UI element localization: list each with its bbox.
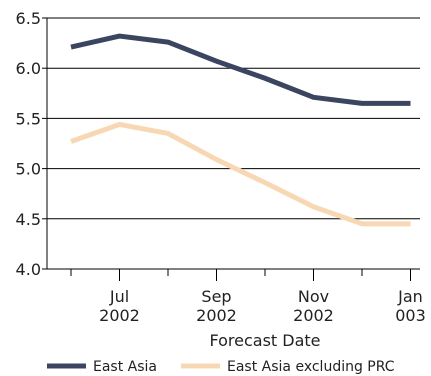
legend-label: East Asia excluding PRC — [227, 359, 395, 375]
y-tick-label: 5.5 — [16, 109, 41, 128]
series-line-1 — [70, 33, 411, 106]
x-tick-label-month: Nov — [298, 287, 329, 306]
x-axis-title: Forecast Date — [209, 331, 320, 350]
x-tick-label-year: 2002 — [293, 306, 334, 325]
legend: East Asia East Asia excluding PRC — [47, 359, 395, 375]
y-tick-label: 6.0 — [16, 59, 41, 78]
y-tick-label: 4.5 — [16, 210, 41, 229]
y-tick-label: 6.5 — [16, 9, 41, 28]
x-tick-label-month: Sep — [201, 287, 231, 306]
y-tick-label: 5.0 — [16, 160, 41, 179]
x-tick-label-year: 2002 — [99, 306, 140, 325]
series-lines — [70, 33, 411, 227]
y-tick-label: 4.0 — [16, 260, 41, 279]
x-tick-label-month: Jan — [397, 287, 423, 306]
legend-label: East Asia — [93, 359, 157, 375]
series-line-2 — [70, 121, 411, 227]
x-tick-label-year: 2002 — [196, 306, 237, 325]
grid-lines — [47, 17, 420, 270]
y-axis: 4.0 4.5 5.0 5.5 6.0 6.5 — [16, 9, 48, 279]
x-tick-label-year: 003 — [395, 306, 426, 325]
x-tick-label-month: Jul — [109, 287, 129, 306]
